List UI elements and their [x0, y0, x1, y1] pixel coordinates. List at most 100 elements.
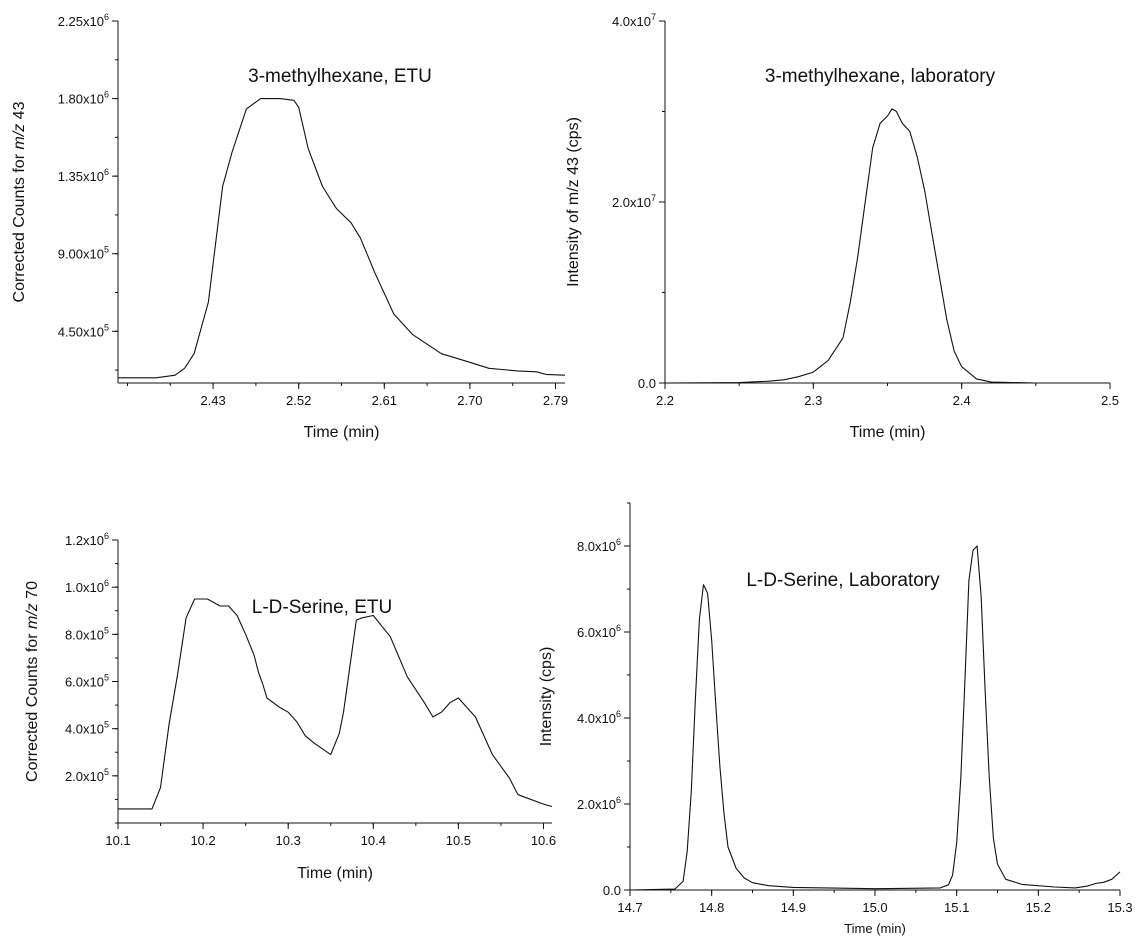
y-axis-label: Corrected Counts for m/z 70: [24, 581, 41, 782]
y-tick-label: 6.0x106: [577, 623, 621, 640]
x-tick-label: 2.5: [1101, 393, 1119, 408]
y-tick-exponent: 5: [104, 625, 109, 635]
y-tick-label: 0.0: [638, 376, 656, 391]
y-axis-label-part: m/z: [11, 124, 28, 150]
x-tick-label: 14.9: [781, 900, 806, 915]
x-tick-label: 10.3: [276, 833, 301, 848]
y-tick-exponent: 6: [104, 90, 109, 100]
y-axis-label-part: 70: [24, 581, 41, 603]
y-tick-exponent: 6: [104, 578, 109, 588]
y-tick-exponent: 5: [104, 322, 109, 332]
y-tick-mantissa: 6.0x10: [577, 625, 616, 640]
x-tick-label: 2.61: [372, 393, 397, 408]
y-tick-label: 4.50x105: [58, 322, 109, 339]
y-tick-mantissa: 0.0: [603, 883, 621, 898]
data-series-line: [118, 598, 553, 810]
data-series-line: [629, 545, 1121, 891]
y-tick-exponent: 6: [104, 531, 109, 541]
x-tick-label: 15.2: [1026, 900, 1051, 915]
x-tick-label: 2.2: [656, 393, 674, 408]
y-tick-label: 1.0x106: [65, 578, 109, 595]
y-tick-label: 2.0x106: [577, 795, 621, 812]
y-tick-exponent: 6: [104, 167, 109, 177]
panel-l-d-serine-laboratory: 14.7 14.8 14.9 15.0 15.1 15.2 15.30.02.0x1064.…: [538, 502, 1133, 936]
x-axis-label: Time (min): [850, 424, 926, 441]
y-tick-label: 9.00x105: [58, 245, 109, 262]
x-tick-label: 2.70: [457, 393, 482, 408]
y-tick-label: 2.25x106: [58, 12, 109, 29]
y-tick-exponent: 5: [104, 673, 109, 683]
x-tick-label: 15.0: [862, 900, 887, 915]
y-axis-label-part: 43: [11, 101, 28, 123]
x-tick-label: 14.7: [617, 900, 642, 915]
x-tick-label: 2.52: [286, 393, 311, 408]
y-axis-label: Intensity of m/z 43 (cps): [565, 117, 582, 287]
y-axis-label: Intensity (cps): [538, 647, 555, 747]
y-tick-exponent: 7: [651, 12, 656, 22]
y-tick-exponent: 7: [651, 193, 656, 203]
y-tick-mantissa: 8.0x10: [577, 539, 616, 554]
x-axis-label: Time (min): [844, 921, 906, 936]
y-tick-exponent: 5: [104, 720, 109, 730]
x-tick-label: 10.4: [361, 833, 386, 848]
x-tick-label: 10.2: [190, 833, 215, 848]
chart-title: 3-methylhexane, ETU: [248, 66, 432, 87]
x-tick-label: 15.3: [1107, 900, 1132, 915]
y-tick-label: 6.0x105: [65, 673, 109, 690]
y-tick-mantissa: 4.0x10: [65, 722, 104, 737]
y-tick-exponent: 6: [616, 795, 621, 805]
chart-title: 3-methylhexane, laboratory: [765, 66, 996, 87]
y-tick-exponent: 6: [616, 709, 621, 719]
y-tick-label: 2.0x105: [65, 767, 109, 784]
y-tick-label: 4.0x107: [612, 12, 656, 29]
y-tick-label: 8.0x105: [65, 625, 109, 642]
y-axis-label-part: Corrected Counts for: [24, 629, 41, 782]
y-tick-mantissa: 4.50x10: [58, 324, 104, 339]
x-tick-label: 15.1: [944, 900, 969, 915]
y-tick-mantissa: 0.0: [638, 376, 656, 391]
y-tick-mantissa: 1.0x10: [65, 580, 104, 595]
x-tick-label: 2.43: [200, 393, 225, 408]
y-tick-mantissa: 8.0x10: [65, 627, 104, 642]
data-series-line: [118, 98, 566, 379]
y-tick-label: 2.0x107: [612, 193, 656, 210]
y-axis-label-part: Corrected Counts for: [11, 150, 28, 303]
x-tick-label: 2.4: [953, 393, 971, 408]
panel-3-methylhexane-etu: 2.43 2.52 2.61 2.70 2.794.50x1059.00x1051.35…: [11, 12, 568, 441]
y-tick-label: 1.80x106: [58, 90, 109, 107]
y-axis-label: Corrected Counts for m/z 43: [11, 101, 28, 302]
y-tick-mantissa: 2.0x10: [612, 195, 651, 210]
y-tick-mantissa: 4.0x10: [612, 14, 651, 29]
x-tick-label: 10.5: [446, 833, 471, 848]
y-tick-exponent: 6: [616, 537, 621, 547]
x-tick-label: 2.3: [804, 393, 822, 408]
x-axis-label: Time (min): [304, 424, 380, 441]
x-tick-label: 10.1: [105, 833, 130, 848]
x-tick-label: 10.6: [531, 833, 556, 848]
y-tick-label: 0.0: [603, 883, 621, 898]
y-tick-label: 8.0x106: [577, 537, 621, 554]
y-tick-mantissa: 2.25x10: [58, 14, 104, 29]
x-axis-label: Time (min): [297, 865, 373, 882]
y-tick-mantissa: 1.80x10: [58, 92, 104, 107]
y-tick-label: 1.35x106: [58, 167, 109, 184]
x-tick-label: 14.8: [699, 900, 724, 915]
y-tick-label: 4.0x105: [65, 720, 109, 737]
x-tick-label: 2.79: [543, 393, 568, 408]
y-tick-mantissa: 9.00x10: [58, 247, 104, 262]
chart-title: L-D-Serine, ETU: [252, 597, 392, 618]
y-tick-mantissa: 2.0x10: [577, 797, 616, 812]
y-tick-mantissa: 2.0x10: [65, 769, 104, 784]
chart-title: L-D-Serine, Laboratory: [746, 570, 940, 591]
panel-3-methylhexane-laboratory: 2.2 2.3 2.4 2.50.02.0x1074.0x1073-methylhex…: [565, 12, 1119, 441]
y-tick-exponent: 5: [104, 245, 109, 255]
y-tick-label: 1.2x106: [65, 531, 109, 548]
y-tick-mantissa: 1.35x10: [58, 169, 104, 184]
y-tick-label: 4.0x106: [577, 709, 621, 726]
y-tick-mantissa: 4.0x10: [577, 711, 616, 726]
panel-l-d-serine-etu: 10.1 10.2 10.3 10.4 10.5 10.62.0x1054.0x1056.…: [24, 531, 556, 882]
y-tick-mantissa: 1.2x10: [65, 533, 104, 548]
data-series-line: [664, 108, 1110, 384]
y-tick-exponent: 6: [616, 623, 621, 633]
